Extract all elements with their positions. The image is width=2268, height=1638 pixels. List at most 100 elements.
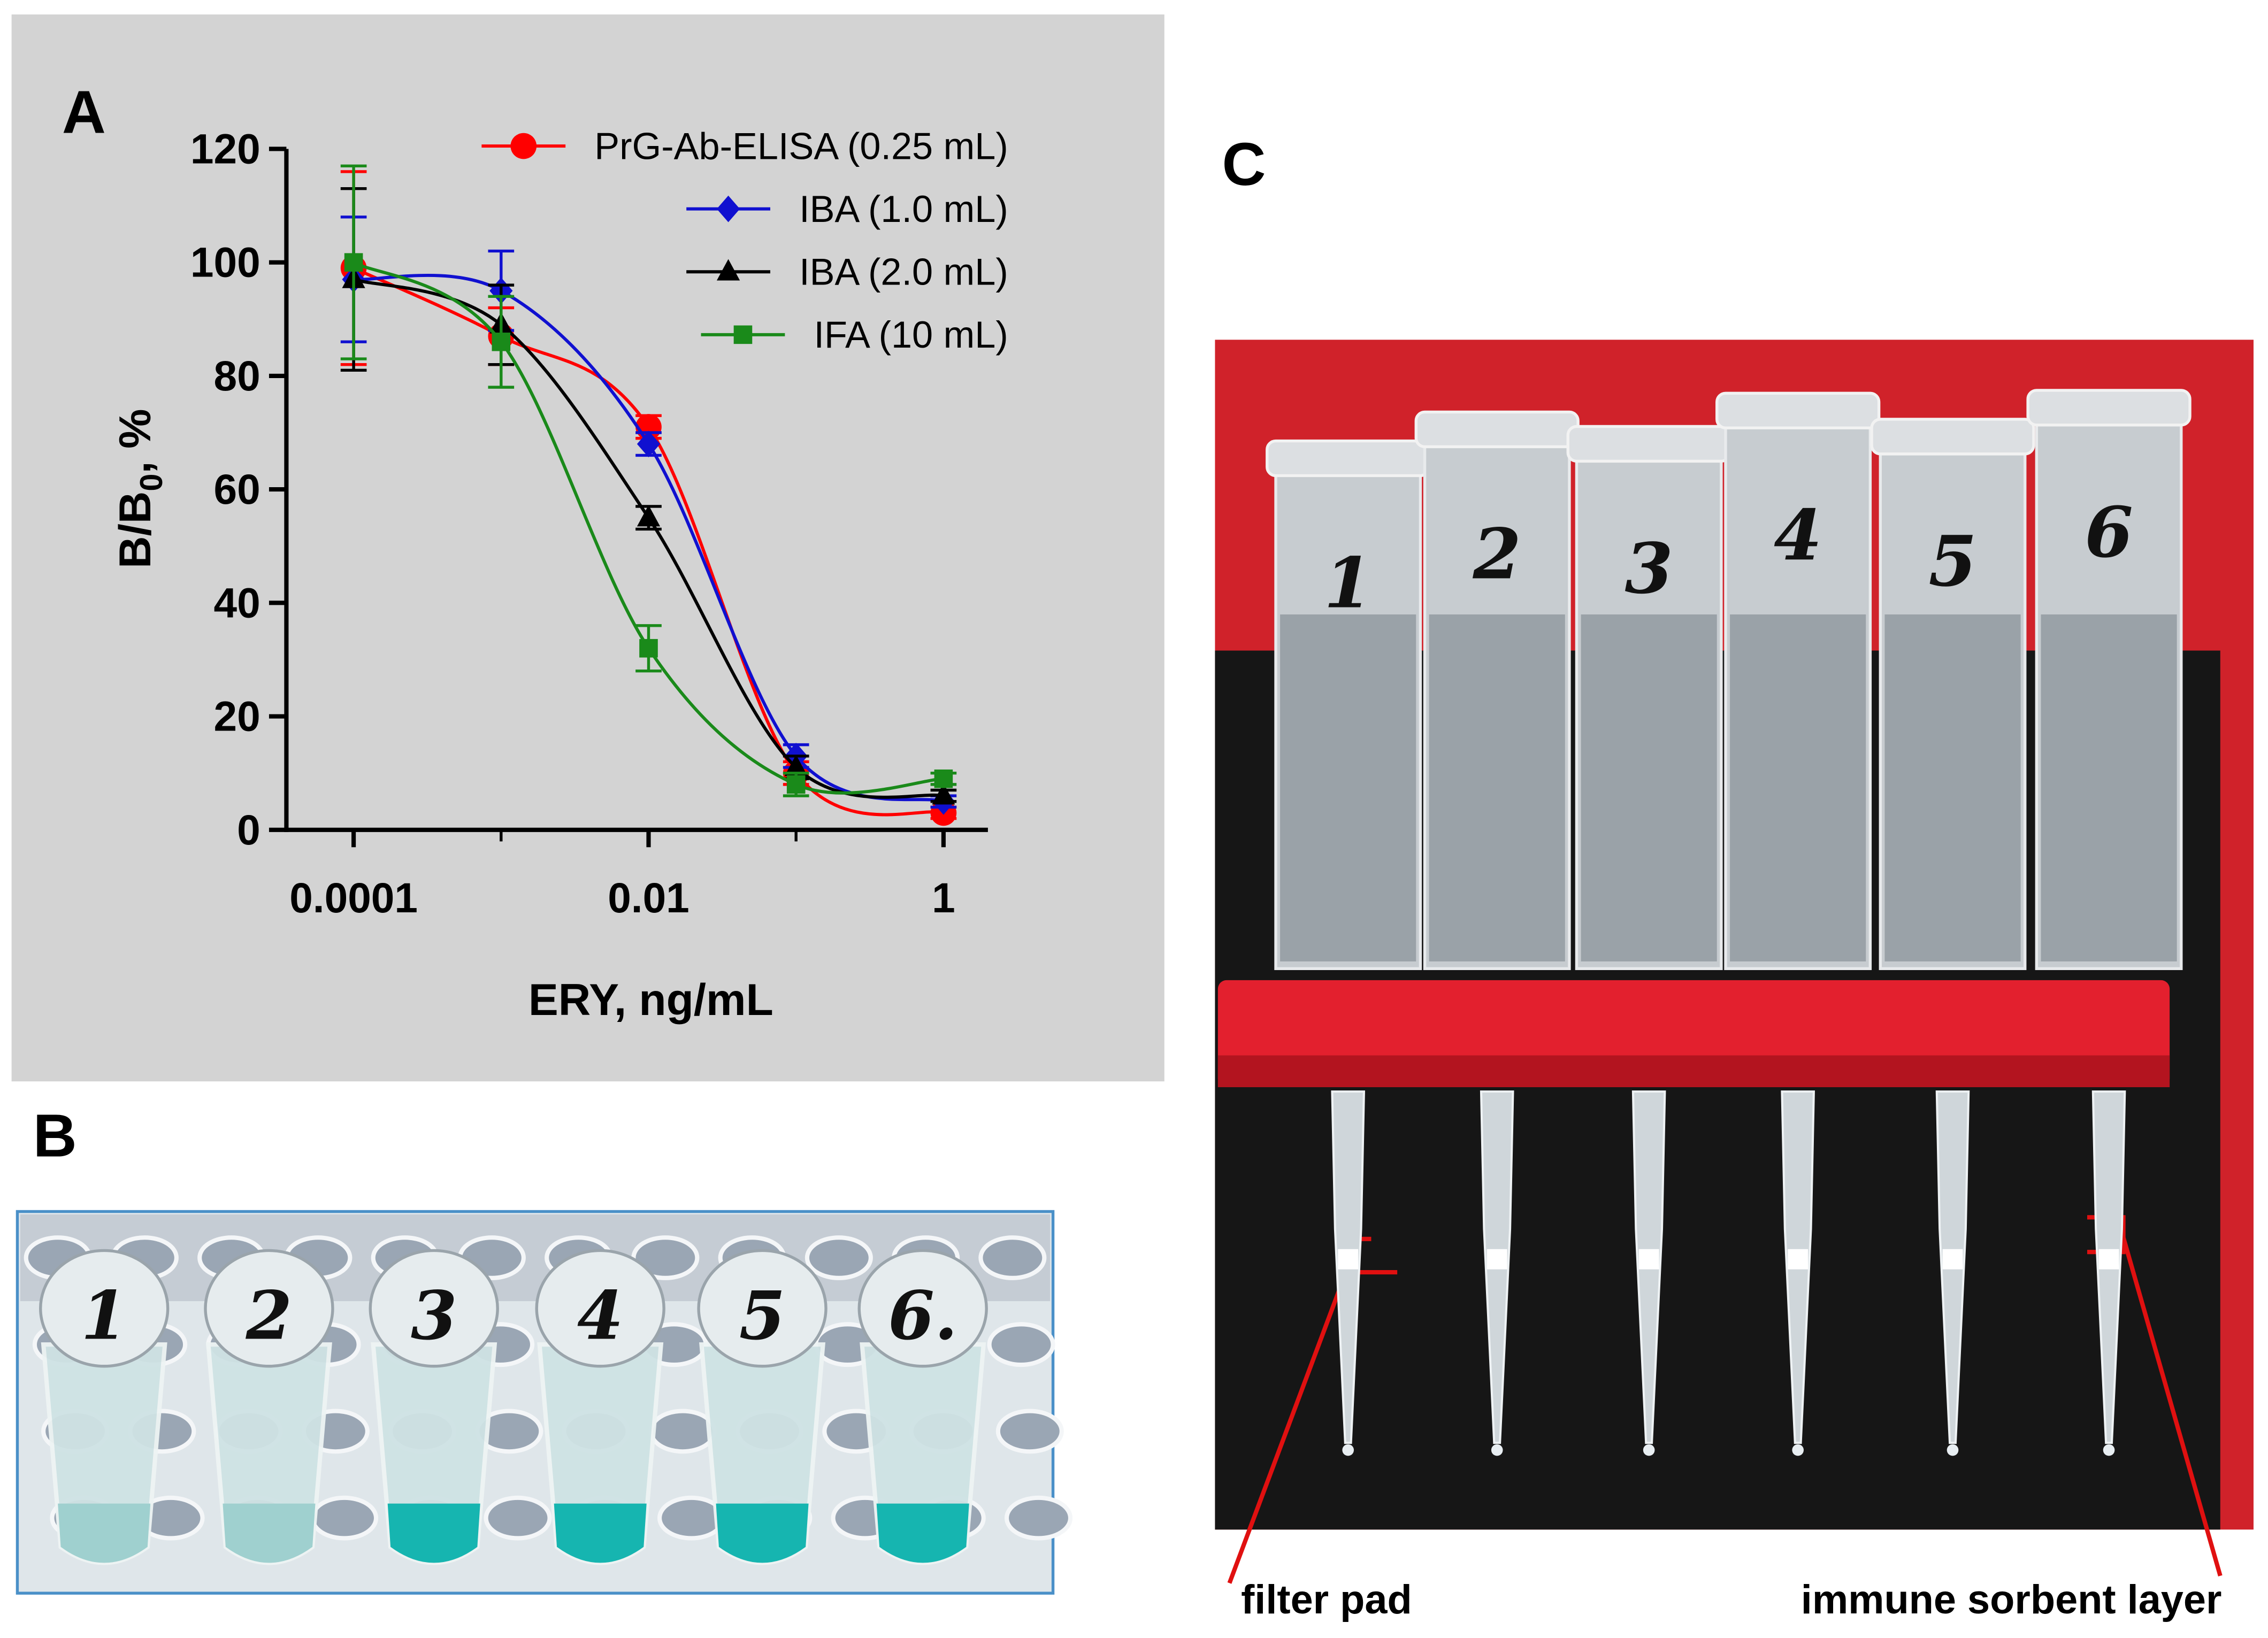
- tube-rim: [2026, 389, 2192, 427]
- tube-number: 3: [1625, 527, 1673, 609]
- y-axis-label-sub: 0: [133, 474, 169, 491]
- tube-number: 1: [1324, 542, 1372, 624]
- rack-well: [1004, 1495, 1073, 1541]
- tube-liquid: [1884, 614, 2021, 962]
- rack-well: [804, 1235, 873, 1280]
- marker: [637, 505, 661, 527]
- marker: [716, 259, 740, 281]
- legend-label: PrG-Ab-ELISA (0.25 mL): [594, 125, 1008, 167]
- rack-well: [648, 1409, 717, 1454]
- marker: [733, 325, 753, 344]
- tube-liquid: [876, 1503, 969, 1563]
- legend-label: IBA (2.0 mL): [799, 251, 1008, 293]
- pointer-line: [1227, 1254, 1355, 1584]
- y-tick-label: 60: [214, 466, 260, 513]
- tube-liquid: [1730, 614, 1866, 962]
- tube-rim: [1870, 418, 2035, 456]
- tube-lid: [857, 1249, 988, 1368]
- tube-number: 1: [81, 1276, 127, 1355]
- tube-liquid: [58, 1503, 151, 1563]
- tube-liquid: [554, 1503, 647, 1563]
- tube-liquid: [223, 1503, 316, 1563]
- filter-pad: [1487, 1249, 1507, 1270]
- photo-c: 1 2 3 4 5 6: [1215, 340, 2254, 1584]
- droplet: [1792, 1444, 1804, 1456]
- tube-lid: [535, 1249, 665, 1368]
- marker: [344, 253, 363, 272]
- pointer-line: [2121, 1237, 2223, 1577]
- series-line: [353, 273, 944, 803]
- marker: [784, 755, 808, 776]
- tube-number: 4: [577, 1276, 624, 1355]
- marker: [786, 775, 806, 794]
- tube-lid: [369, 1249, 499, 1368]
- photo-b: 1 2 3 4 5 6.: [16, 1210, 1073, 1595]
- legend-label: IBA (1.0 mL): [799, 188, 1008, 230]
- tube-liquid: [1280, 614, 1416, 962]
- rack-well: [484, 1495, 552, 1541]
- tube-number: 2: [1473, 513, 1521, 595]
- y-tick-label: 80: [214, 352, 260, 399]
- rack-well: [978, 1235, 1047, 1280]
- annotation: filter pad: [1241, 1577, 1412, 1622]
- tube-number: 2: [246, 1276, 293, 1355]
- tube-lid: [204, 1249, 334, 1368]
- legend-label: IFA (10 mL): [814, 313, 1008, 356]
- panel-label: B: [33, 1102, 77, 1170]
- y-tick-label: 40: [214, 579, 260, 626]
- marker: [932, 783, 955, 805]
- tube-liquid: [1429, 614, 1565, 962]
- marker: [934, 769, 953, 788]
- tube-number: 5: [739, 1276, 786, 1355]
- tube-number: 6: [2085, 491, 2133, 573]
- y-tick-label: 120: [190, 125, 260, 172]
- droplet: [2103, 1444, 2115, 1456]
- tube-number: 6.: [888, 1276, 957, 1355]
- x-axis-label: ERY, ng/mL: [528, 974, 773, 1025]
- filter-pad: [1638, 1249, 1659, 1270]
- marker: [510, 133, 537, 159]
- tube-rim: [1566, 425, 1731, 463]
- tube-liquid: [387, 1503, 480, 1563]
- tube-number: 3: [411, 1276, 457, 1355]
- tube-rack-edge: [1217, 1055, 2170, 1087]
- x-tick-label: 0.0001: [289, 874, 418, 921]
- rack-well: [995, 1409, 1064, 1454]
- y-tick-label: 0: [237, 806, 260, 853]
- tube-number: 4: [1774, 494, 1822, 576]
- filter-pad: [1338, 1249, 1359, 1270]
- droplet: [1342, 1444, 1354, 1456]
- y-tick-label: 100: [190, 239, 260, 286]
- tube-lid: [697, 1249, 827, 1368]
- y-tick-label: 20: [214, 693, 260, 740]
- rack-well: [310, 1495, 379, 1541]
- panel-label: A: [62, 79, 106, 147]
- y-axis-label: B/B0, %: [110, 409, 169, 568]
- rack-well: [987, 1322, 1055, 1367]
- tube-number: 5: [1928, 520, 1976, 602]
- tube-liquid: [716, 1503, 809, 1563]
- filter-pad: [1942, 1249, 1963, 1270]
- annotation: immune sorbent layer: [1801, 1577, 2222, 1622]
- y-axis-label-main: B/B: [110, 491, 160, 568]
- panel-label: C: [1222, 130, 1266, 198]
- panel-a-background: [11, 14, 1164, 1082]
- tube-rim: [1266, 439, 1431, 478]
- tube-liquid: [2041, 614, 2177, 962]
- marker: [716, 195, 740, 222]
- tube-lid: [39, 1249, 170, 1368]
- tube-rim: [1414, 410, 1580, 449]
- droplet: [1491, 1444, 1503, 1456]
- droplet: [1947, 1444, 1959, 1456]
- x-tick-label: 1: [932, 874, 955, 921]
- y-axis-label-rest: , %: [110, 409, 160, 474]
- series-line: [353, 261, 944, 795]
- droplet: [1643, 1444, 1655, 1456]
- filter-pad: [2098, 1249, 2119, 1270]
- x-tick-label: 0.01: [608, 874, 689, 921]
- series-line: [353, 266, 944, 817]
- marker: [492, 332, 511, 351]
- tube-rim: [1715, 391, 1881, 429]
- tube-liquid: [1581, 614, 1717, 962]
